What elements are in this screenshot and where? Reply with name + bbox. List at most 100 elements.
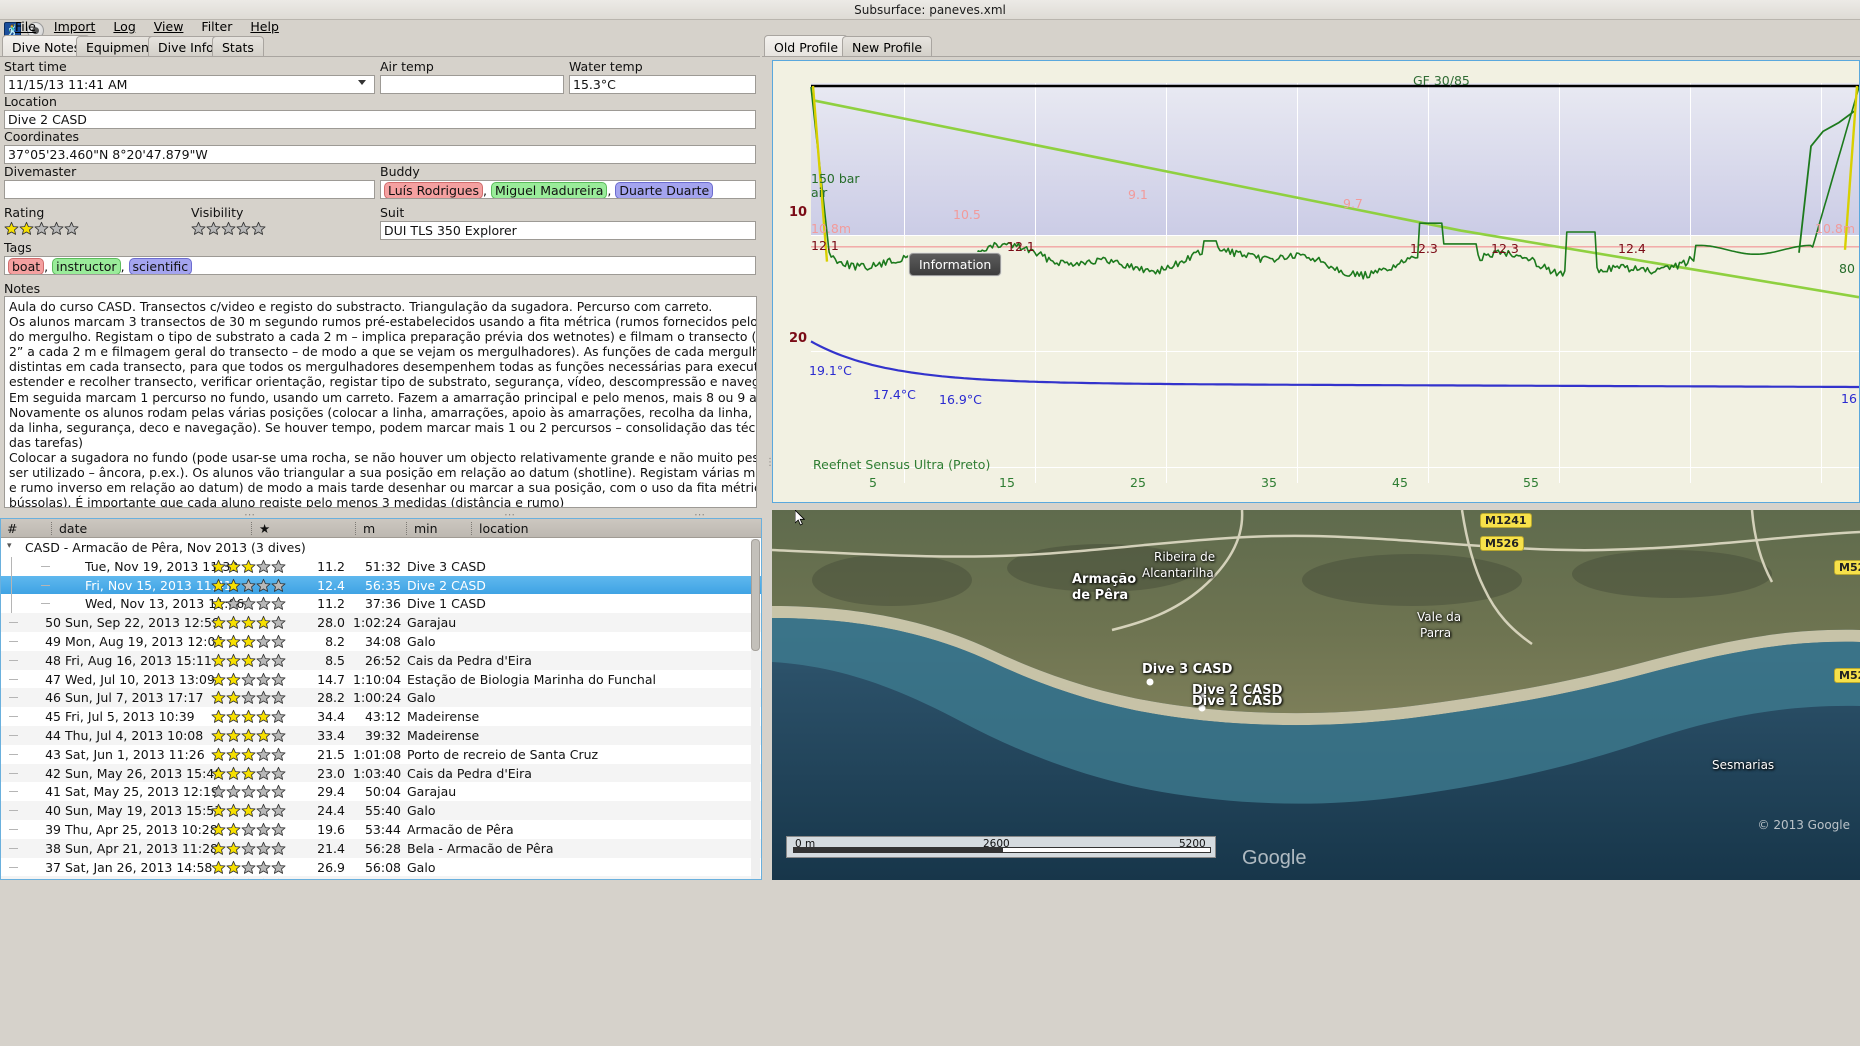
vertical-splitter-handle[interactable]: ⋮: [765, 457, 775, 468]
table-row[interactable]: Tue, Nov 19, 2013 11:39 11.2 51:32 Dive 3 C…: [1, 556, 761, 576]
star-icon[interactable]: [271, 803, 286, 818]
star-icon[interactable]: [226, 709, 241, 724]
menu-view[interactable]: View: [153, 19, 184, 34]
star-icon[interactable]: [211, 728, 226, 743]
dive-group-row[interactable]: ▾ CASD - Armacão de Pêra, Nov 2013 (3 div…: [1, 538, 761, 557]
star-icon[interactable]: [49, 221, 64, 236]
menu-log[interactable]: Log: [113, 19, 136, 34]
splitter-handle-3[interactable]: ⋯: [694, 508, 706, 521]
notes-textarea[interactable]: Aula do curso CASD. Transectos c/video e…: [4, 296, 757, 508]
star-icon[interactable]: [211, 841, 226, 856]
star-icon[interactable]: [241, 709, 256, 724]
star-icon[interactable]: [271, 747, 286, 762]
star-icon[interactable]: [211, 784, 226, 799]
column-divider[interactable]: [355, 522, 356, 535]
table-row[interactable]: 50 Sun, Sep 22, 2013 12:59 28.0 1:02:24 Gara…: [1, 613, 761, 632]
star-icon[interactable]: [256, 559, 271, 574]
star-icon[interactable]: [241, 653, 256, 668]
cell-rating[interactable]: [211, 822, 286, 837]
star-icon[interactable]: [241, 690, 256, 705]
star-icon[interactable]: [256, 709, 271, 724]
menu-import[interactable]: Import: [53, 19, 96, 34]
star-icon[interactable]: [241, 559, 256, 574]
menu-help[interactable]: Help: [250, 19, 279, 34]
column-header-rating[interactable]: ★: [259, 521, 271, 536]
star-icon[interactable]: [226, 578, 241, 593]
tab-old-profile[interactable]: Old Profile: [764, 35, 849, 57]
visibility-stars[interactable]: [191, 221, 266, 236]
column-header-depth[interactable]: m: [363, 521, 376, 536]
star-icon[interactable]: [256, 803, 271, 818]
vertical-splitter[interactable]: ⋮: [762, 57, 775, 880]
star-icon[interactable]: [211, 559, 226, 574]
star-icon[interactable]: [226, 634, 241, 649]
star-icon[interactable]: [241, 747, 256, 762]
column-header-location[interactable]: location: [479, 521, 529, 536]
star-icon[interactable]: [211, 596, 226, 611]
star-icon[interactable]: [271, 709, 286, 724]
cell-rating[interactable]: [211, 709, 286, 724]
buddy-input[interactable]: Luís Rodrigues, Miguel Madureira, Duarte…: [380, 180, 756, 199]
coordinates-input[interactable]: 37°05'23.460"N 8°20'47.879"W: [4, 145, 756, 164]
star-icon[interactable]: [256, 878, 271, 879]
tab-stats[interactable]: Stats: [212, 36, 264, 57]
map-road-badge-m526b[interactable]: M526: [1834, 668, 1860, 683]
star-icon[interactable]: [226, 653, 241, 668]
star-icon[interactable]: [226, 672, 241, 687]
star-icon[interactable]: [226, 822, 241, 837]
cell-rating[interactable]: [211, 841, 286, 856]
star-icon[interactable]: [206, 221, 221, 236]
cell-rating[interactable]: [211, 653, 286, 668]
star-icon[interactable]: [256, 578, 271, 593]
star-icon[interactable]: [221, 221, 236, 236]
tab-equipment[interactable]: Equipment: [76, 36, 164, 57]
column-divider[interactable]: [471, 522, 472, 535]
star-icon[interactable]: [256, 766, 271, 781]
table-row[interactable]: Wed, Nov 13, 2013 11:06 11.2 37:36 Dive 1 C…: [1, 594, 761, 614]
map-road-badge-m1241[interactable]: M1241: [1480, 513, 1532, 528]
menu-file[interactable]: File: [15, 19, 36, 34]
star-icon[interactable]: [211, 634, 226, 649]
star-icon[interactable]: [271, 653, 286, 668]
cell-rating[interactable]: [211, 747, 286, 762]
star-icon[interactable]: [211, 747, 226, 762]
buddy-chip-3[interactable]: Duarte Duarte: [615, 182, 714, 198]
star-icon[interactable]: [271, 672, 286, 687]
dive-profile-chart[interactable]: GF 30/85 150 bar air 10 20 10.8m 12.1 10…: [772, 60, 1860, 503]
star-icon[interactable]: [211, 690, 226, 705]
map-road-badge-m524[interactable]: M524: [1834, 560, 1860, 575]
star-icon[interactable]: [256, 653, 271, 668]
table-row[interactable]: 44 Thu, Jul 4, 2013 10:08 33.4 39:32 Madeire…: [1, 725, 761, 745]
table-row[interactable]: 37 Sat, Jan 26, 2013 14:58 26.9 56:08 Galo: [1, 858, 761, 877]
column-divider[interactable]: [251, 522, 252, 535]
star-icon[interactable]: [211, 709, 226, 724]
cell-rating[interactable]: [211, 766, 286, 781]
tag-chip-scientific[interactable]: scientific: [128, 258, 193, 274]
star-icon[interactable]: [64, 221, 79, 236]
star-icon[interactable]: [271, 822, 286, 837]
star-icon[interactable]: [236, 221, 251, 236]
star-icon[interactable]: [191, 221, 206, 236]
star-icon[interactable]: [241, 803, 256, 818]
star-icon[interactable]: [256, 822, 271, 837]
rating-stars[interactable]: [4, 221, 79, 236]
table-row[interactable]: 38 Sun, Apr 21, 2013 11:28 21.4 56:28 Bela -…: [1, 838, 761, 858]
expand-arrow-icon[interactable]: ▾: [7, 541, 12, 551]
suit-input[interactable]: DUI TLS 350 Explorer: [380, 221, 756, 240]
table-row[interactable]: 41 Sat, May 25, 2013 12:19 29.4 50:04 Garaja…: [1, 782, 761, 801]
table-row[interactable]: 48 Fri, Aug 16, 2013 15:11 8.5 26:52 Cais da…: [1, 650, 761, 670]
table-row[interactable]: 45 Fri, Jul 5, 2013 10:39 34.4 43:12 Madeire…: [1, 707, 761, 726]
buddy-chip-1[interactable]: Luís Rodrigues: [384, 182, 484, 198]
cell-rating[interactable]: [211, 690, 286, 705]
table-row[interactable]: 43 Sat, Jun 1, 2013 11:26 21.5 1:01:08 Porto…: [1, 745, 761, 764]
star-icon[interactable]: [211, 578, 226, 593]
star-icon[interactable]: [271, 578, 286, 593]
star-icon[interactable]: [211, 766, 226, 781]
cell-rating[interactable]: [211, 784, 286, 799]
profile-tabbar[interactable]: Old Profile New Profile: [762, 35, 1860, 57]
cell-rating[interactable]: [211, 728, 286, 743]
star-icon[interactable]: [271, 784, 286, 799]
column-header-duration[interactable]: min: [414, 521, 438, 536]
star-icon[interactable]: [271, 878, 286, 879]
star-icon[interactable]: [241, 841, 256, 856]
